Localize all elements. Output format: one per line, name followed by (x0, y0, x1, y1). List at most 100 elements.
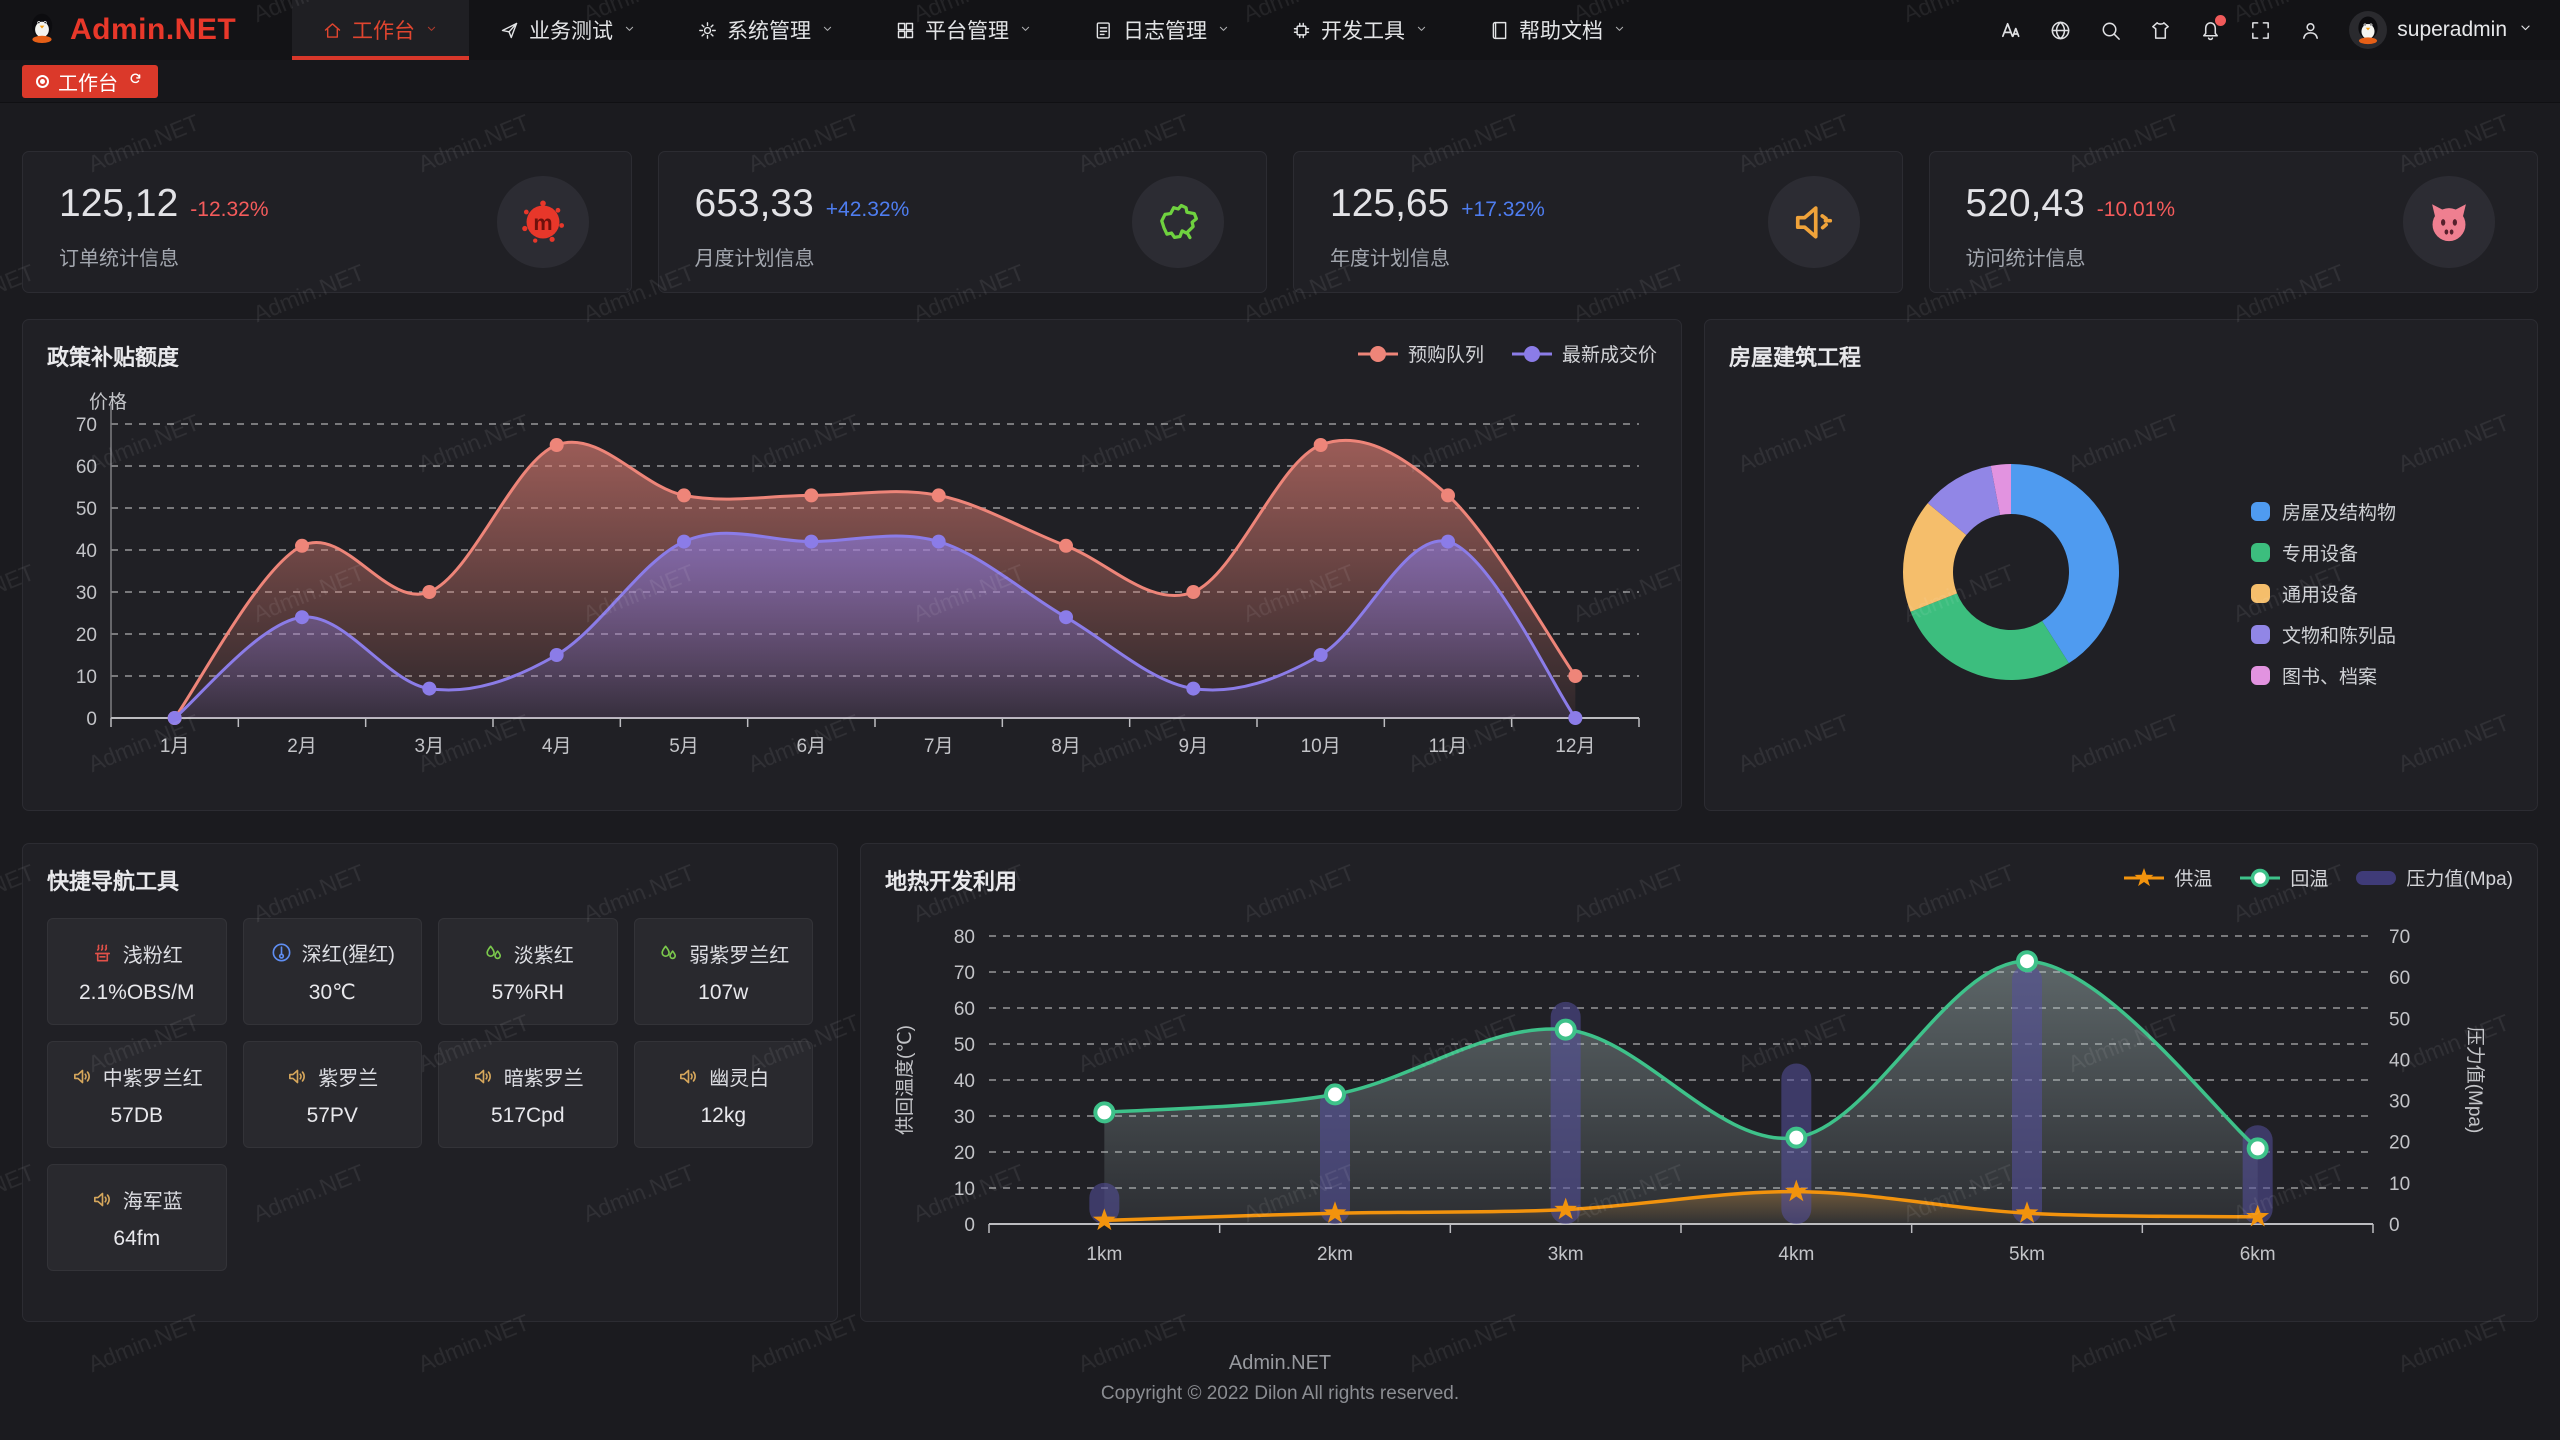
quick-nav-中紫罗兰红[interactable]: 中紫罗兰红 57DB (47, 1041, 227, 1148)
quick-nav-暗紫罗兰[interactable]: 暗紫罗兰 517Cpd (438, 1041, 618, 1148)
donut-slice-通用设备 (1903, 503, 1967, 612)
cat-icon (2432, 204, 2466, 242)
menu-label: 系统管理 (727, 20, 811, 43)
svg-text:1km: 1km (1086, 1244, 1122, 1265)
main-menu: 工作台 业务测试 系统管理 平台管理 日志管理 开发工具 帮助文档 (292, 0, 1657, 60)
notification-icon[interactable] (2199, 14, 2227, 42)
svg-text:20: 20 (2389, 1133, 2410, 1154)
font-size-icon[interactable] (1999, 19, 2022, 42)
chip-icon (1293, 22, 1310, 38)
donut-slice-专用设备 (1910, 593, 2069, 680)
svg-text:10月: 10月 (1301, 736, 1341, 757)
geothermal-chart-legend: 供温 回温 压力值(Mpa) (2122, 864, 2513, 891)
geothermal-chart[interactable]: 0 10 20 30 40 50 60 70 80 0 10 20 30 40 50 60 70 供回温度(℃) 压… (885, 906, 2507, 1298)
stat-card: 125,12 -12.32% 订单统计信息 m (22, 151, 632, 293)
app-logo[interactable]: Admin.NET (24, 10, 292, 51)
legend-label: 图书、档案 (2282, 667, 2378, 688)
panel-title: 快捷导航工具 (47, 869, 180, 894)
legend-marker (2251, 625, 2270, 644)
svg-text:5km: 5km (2009, 1244, 2045, 1265)
quick-nav-浅粉红[interactable]: 浅粉红 2.1%OBS/M (47, 918, 227, 1025)
username: superadmin (2397, 18, 2507, 41)
menu-item-帮助文档[interactable]: 帮助文档 (1459, 0, 1657, 60)
legend-item-专用设备[interactable]: 专用设备 (2251, 539, 2396, 566)
svg-text:80: 80 (954, 927, 975, 948)
svg-text:价格: 价格 (89, 391, 127, 413)
svg-text:30: 30 (954, 1107, 975, 1128)
fullscreen-icon[interactable] (2249, 19, 2272, 42)
legend-item-图书、档案[interactable]: 图书、档案 (2251, 662, 2396, 689)
stat-delta: +17.32% (1461, 198, 1545, 221)
stat-delta: -12.32% (190, 198, 269, 221)
volume-icon (73, 1069, 90, 1083)
quick-nav-label: 中紫罗兰红 (102, 1067, 203, 1090)
stat-label: 订单统计信息 (59, 248, 179, 270)
menu-item-工作台[interactable]: 工作台 (292, 0, 469, 60)
china-map-icon (1160, 203, 1199, 240)
menu-label: 平台管理 (925, 20, 1009, 43)
legend-item-供温[interactable]: 供温 (2122, 864, 2212, 891)
legend-marker (2251, 502, 2270, 521)
quick-nav-淡紫红[interactable]: 淡紫红 57%RH (438, 918, 618, 1025)
search-icon[interactable] (2099, 19, 2122, 42)
tab-workbench[interactable]: 工作台 (22, 64, 158, 98)
legend-item-通用设备[interactable]: 通用设备 (2251, 580, 2396, 607)
svg-text:5月: 5月 (669, 736, 699, 757)
language-icon[interactable] (2049, 19, 2072, 42)
refresh-icon[interactable] (127, 70, 144, 93)
home-icon (324, 22, 341, 38)
svg-text:70: 70 (2389, 927, 2410, 948)
legend-marker (2356, 870, 2397, 885)
quick-nav-海军蓝[interactable]: 海军蓝 64fm (47, 1164, 227, 1271)
svg-text:60: 60 (2389, 968, 2410, 989)
housing-donut-chart[interactable] (1729, 382, 2289, 792)
menu-item-开发工具[interactable]: 开发工具 (1261, 0, 1459, 60)
theme-icon[interactable] (2149, 19, 2172, 42)
legend-item-房屋及结构物[interactable]: 房屋及结构物 (2251, 498, 2396, 525)
legend-item-预购队列[interactable]: 预购队列 (1356, 340, 1484, 367)
quick-nav-label: 浅粉红 (122, 944, 183, 967)
legend-item-压力值(Mpa)[interactable]: 压力值(Mpa) (2354, 864, 2513, 891)
quick-nav-紫罗兰[interactable]: 紫罗兰 57PV (242, 1041, 422, 1148)
quick-nav-深红(猩红)[interactable]: 深红(猩红) 30℃ (242, 918, 422, 1025)
stat-value: 125,12 (59, 182, 179, 225)
quick-nav-value: 12kg (700, 1103, 747, 1127)
svg-text:60: 60 (954, 999, 975, 1020)
volume-icon (474, 1069, 491, 1083)
menu-item-日志管理[interactable]: 日志管理 (1063, 0, 1261, 60)
legend-item-文物和陈列品[interactable]: 文物和陈列品 (2251, 621, 2396, 648)
stat-card: 520,43 -10.01% 访问统计信息 (1928, 151, 2538, 293)
stat-label: 月度计划信息 (694, 248, 815, 270)
menu-item-系统管理[interactable]: 系统管理 (667, 0, 865, 60)
menu-label: 开发工具 (1321, 20, 1405, 43)
legend-marker (1357, 345, 1398, 362)
legend-marker (1511, 345, 1552, 362)
svg-text:8月: 8月 (1051, 736, 1081, 757)
menu-label: 工作台 (352, 20, 415, 43)
stat-icon-circle: m (496, 176, 589, 268)
svg-text:0: 0 (964, 1215, 975, 1236)
svg-text:压力值(Mpa): 压力值(Mpa) (2464, 1027, 2486, 1134)
legend-item-回温[interactable]: 回温 (2238, 864, 2328, 891)
quick-nav-value: 57PV (306, 1103, 358, 1127)
footer-app-name: Admin.NET (1228, 1352, 1332, 1374)
panel-title: 政策补贴额度 (47, 345, 180, 370)
quick-nav-幽灵白[interactable]: 幽灵白 12kg (633, 1041, 813, 1148)
menu-item-业务测试[interactable]: 业务测试 (469, 0, 667, 60)
user-menu[interactable]: superadmin (2349, 11, 2534, 49)
svg-text:30: 30 (76, 583, 97, 604)
quick-nav-grid: 浅粉红 2.1%OBS/M 深红(猩红) 30℃ 淡紫红 57%RH 弱紫罗兰红 107w 中紫… (47, 918, 813, 1271)
donut-slice-图书、档案 (1990, 464, 2011, 516)
legend-label: 供温 (2174, 869, 2213, 890)
stat-value: 125,65 (1330, 182, 1450, 225)
quick-nav-panel: 快捷导航工具 浅粉红 2.1%OBS/M 深红(猩红) 30℃ 淡紫红 57%RH 弱紫罗兰… (22, 843, 838, 1322)
quick-nav-value: 57DB (110, 1103, 164, 1127)
legend-marker (2251, 666, 2270, 685)
user-icon[interactable] (2299, 19, 2322, 42)
menu-item-平台管理[interactable]: 平台管理 (865, 0, 1063, 60)
quick-nav-弱紫罗兰红[interactable]: 弱紫罗兰红 107w (633, 918, 813, 1025)
stat-icon-circle (2403, 176, 2495, 268)
legend-item-最新成交价[interactable]: 最新成交价 (1510, 340, 1657, 367)
quick-nav-label: 幽灵白 (709, 1067, 770, 1090)
